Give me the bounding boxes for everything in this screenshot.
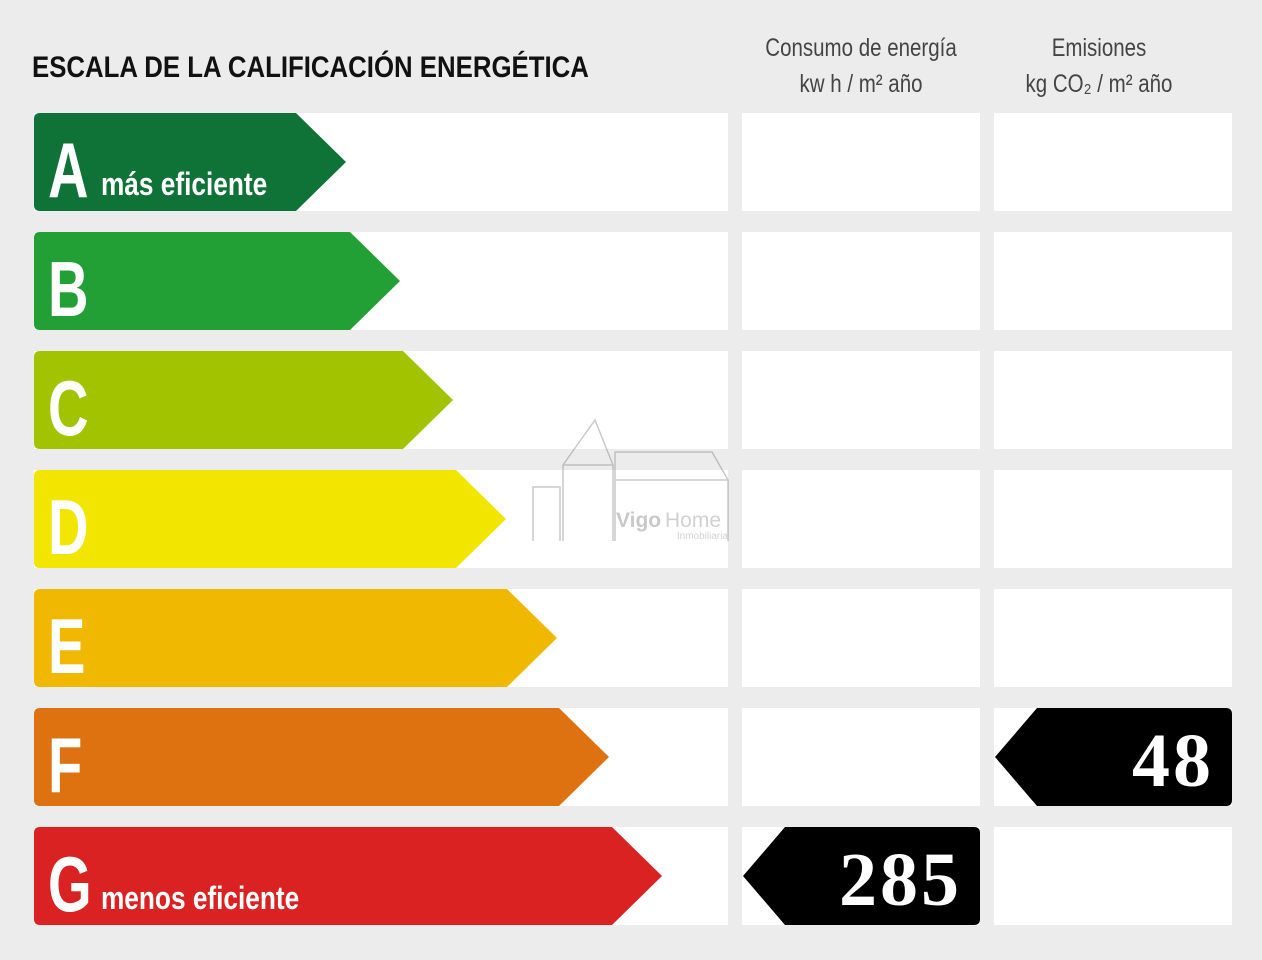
rating-arrow [34,708,609,806]
column-cell [742,351,980,449]
value-badge [743,827,980,925]
watermark-brand: Home [665,509,721,532]
column-cell [994,827,1232,925]
title: ESCALA DE LA CALIFICACIÓN ENERGÉTICA [32,50,589,83]
value: 285 [839,838,962,922]
column-cell [742,708,980,806]
rating-arrow [34,232,400,330]
column-cell [742,113,980,211]
column-cell [994,351,1232,449]
rating-arrow [34,827,662,925]
column-title: Emisiones [1052,33,1147,61]
rating-letter: B [48,246,89,333]
rating-arrow [34,589,557,687]
watermark-brand: Vigo [616,509,661,532]
column-cell [994,589,1232,687]
value: 48 [1132,719,1214,803]
value-badge [995,708,1232,806]
column-cell [742,589,980,687]
column-cell [994,232,1232,330]
rating-arrow [34,113,346,211]
watermark-sub: Inmobiliaria [677,531,729,542]
column-title: Consumo de energía [765,33,957,61]
column-cell [994,113,1232,211]
rating-note: más eficiente [101,168,267,203]
rating-letter: A [48,127,89,214]
column-cell [742,470,980,568]
column-cell [742,232,980,330]
rating-letter: E [48,603,85,690]
watermark: Vigo Home Inmobiliaria [532,418,729,542]
column-unit: kg CO₂ / m² año [1026,69,1173,97]
rating-note: menos eficiente [101,882,299,917]
watermark-house [532,418,729,541]
column-cell [994,470,1232,568]
rating-arrow [34,470,506,568]
rating-letter: F [48,722,82,809]
column-unit: kw h / m² año [799,69,922,97]
rating-letter: C [48,365,89,452]
rating-arrow [34,351,453,449]
rating-letter: D [48,484,89,571]
rating-letter: G [48,841,92,928]
